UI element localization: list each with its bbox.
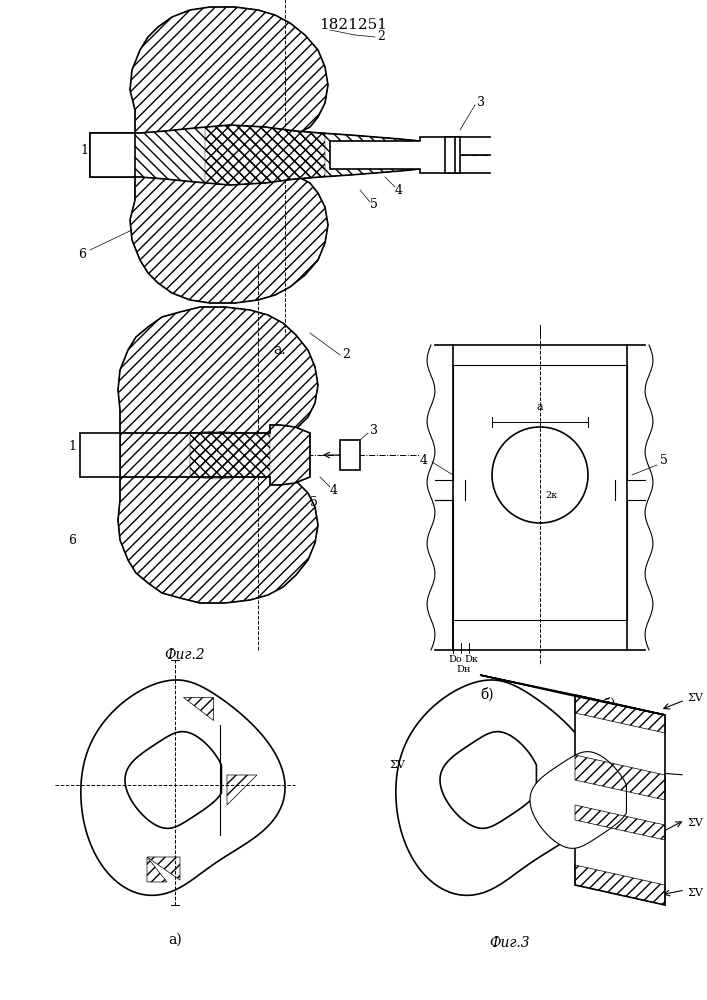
Text: ΣV: ΣV [687, 888, 703, 898]
Text: Фиг.3: Фиг.3 [490, 936, 530, 950]
Polygon shape [80, 433, 120, 477]
Text: а.: а. [274, 343, 286, 357]
Polygon shape [81, 680, 285, 895]
Text: 4: 4 [395, 184, 403, 196]
Text: ΣV: ΣV [687, 818, 703, 828]
Polygon shape [120, 425, 310, 485]
Text: Dн: Dн [456, 666, 470, 674]
Text: б): б) [602, 698, 616, 712]
Polygon shape [90, 125, 440, 185]
Polygon shape [340, 440, 360, 470]
Text: 5: 5 [370, 198, 378, 212]
Polygon shape [130, 7, 328, 141]
Text: 6: 6 [68, 534, 76, 546]
Polygon shape [118, 307, 318, 441]
Text: б): б) [480, 688, 493, 702]
Polygon shape [575, 695, 665, 905]
Polygon shape [90, 133, 135, 177]
Polygon shape [480, 675, 665, 715]
Text: 5: 5 [660, 454, 668, 466]
Polygon shape [440, 732, 537, 828]
Text: 1: 1 [80, 143, 88, 156]
Polygon shape [130, 169, 328, 303]
Text: 4: 4 [330, 484, 338, 496]
Text: 2: 2 [377, 30, 385, 43]
Text: 6: 6 [78, 248, 86, 261]
Polygon shape [118, 469, 318, 603]
Polygon shape [445, 137, 455, 173]
Text: 4: 4 [420, 454, 428, 466]
Text: 1821251: 1821251 [319, 18, 387, 32]
Text: a: a [537, 402, 543, 412]
Text: а): а) [168, 933, 182, 947]
Text: Dк: Dк [464, 656, 478, 664]
Text: 2к: 2к [545, 490, 557, 499]
Text: ΣV: ΣV [390, 760, 406, 770]
Text: 5: 5 [310, 496, 318, 510]
Text: 3: 3 [370, 424, 378, 436]
Polygon shape [530, 752, 626, 848]
Text: 2: 2 [342, 349, 350, 361]
Text: 3: 3 [477, 97, 485, 109]
Polygon shape [125, 732, 221, 828]
Text: ΣV: ΣV [687, 693, 703, 703]
Text: Dо: Dо [448, 656, 462, 664]
Polygon shape [330, 137, 460, 173]
Polygon shape [396, 680, 600, 895]
Text: Фиг.2: Фиг.2 [165, 648, 205, 662]
Text: 1: 1 [68, 440, 76, 454]
